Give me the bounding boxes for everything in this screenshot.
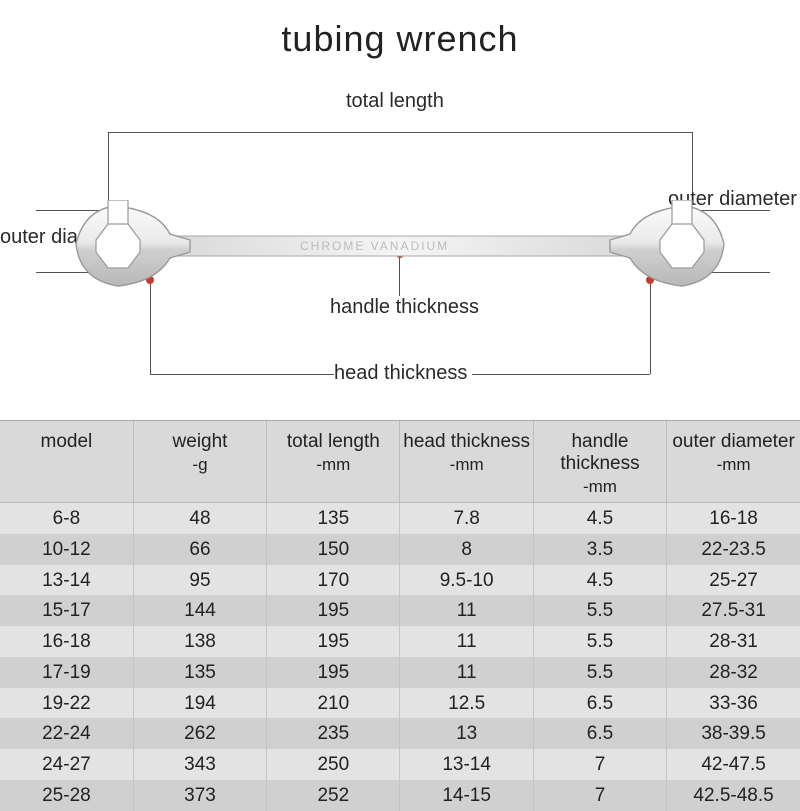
table-cell: 343 (133, 749, 266, 780)
col-header: model (0, 421, 133, 503)
table-cell: 15-17 (0, 595, 133, 626)
table-cell: 25-27 (667, 565, 800, 596)
table-cell: 150 (267, 534, 400, 565)
spec-table: modelweight-gtotal length-mmhead thickne… (0, 420, 800, 811)
table-cell: 33-36 (667, 688, 800, 719)
table-cell: 11 (400, 657, 533, 688)
table-cell: 25-28 (0, 780, 133, 811)
table-cell: 135 (133, 657, 266, 688)
table-cell: 38-39.5 (667, 718, 800, 749)
table-cell: 7.8 (400, 503, 533, 534)
guide-ht-left-v (150, 282, 151, 374)
table-cell: 12.5 (400, 688, 533, 719)
table-row: 25-2837325214-15742.5-48.5 (0, 780, 800, 811)
table-cell: 16-18 (667, 503, 800, 534)
col-header: weight-g (133, 421, 266, 503)
table-cell: 252 (267, 780, 400, 811)
wrench-illustration: CHROME VANADIUM (70, 200, 730, 290)
table-cell: 11 (400, 626, 533, 657)
dimension-diagram: total length outer diameter outer diamet… (0, 60, 800, 420)
table-cell: 4.5 (533, 503, 666, 534)
svg-text:CHROME VANADIUM: CHROME VANADIUM (300, 239, 449, 253)
table-cell: 13-14 (400, 749, 533, 780)
table-cell: 28-32 (667, 657, 800, 688)
table-cell: 95 (133, 565, 266, 596)
table-cell: 4.5 (533, 565, 666, 596)
table-cell: 6-8 (0, 503, 133, 534)
table-cell: 6.5 (533, 688, 666, 719)
table-cell: 138 (133, 626, 266, 657)
table-cell: 17-19 (0, 657, 133, 688)
table-cell: 66 (133, 534, 266, 565)
table-cell: 135 (267, 503, 400, 534)
label-total-length: total length (346, 90, 444, 113)
table-cell: 13 (400, 718, 533, 749)
guide-total-length-top (108, 132, 692, 133)
label-handle-thickness: handle thickness (330, 296, 479, 319)
table-cell: 195 (267, 626, 400, 657)
guide-ht-right-h (472, 374, 650, 375)
table-cell: 42.5-48.5 (667, 780, 800, 811)
table-row: 16-18138195115.528-31 (0, 626, 800, 657)
table-cell: 5.5 (533, 657, 666, 688)
table-cell: 9.5-10 (400, 565, 533, 596)
table-row: 6-8481357.84.516-18 (0, 503, 800, 534)
table-row: 13-14951709.5-104.525-27 (0, 565, 800, 596)
table-cell: 194 (133, 688, 266, 719)
table-cell: 7 (533, 780, 666, 811)
table-cell: 5.5 (533, 626, 666, 657)
table-cell: 8 (400, 534, 533, 565)
table-row: 10-126615083.522-23.5 (0, 534, 800, 565)
table-cell: 5.5 (533, 595, 666, 626)
table-cell: 22-24 (0, 718, 133, 749)
table-row: 15-17144195115.527.5-31 (0, 595, 800, 626)
table-cell: 10-12 (0, 534, 133, 565)
table-cell: 250 (267, 749, 400, 780)
table-cell: 7 (533, 749, 666, 780)
table-cell: 373 (133, 780, 266, 811)
table-cell: 195 (267, 595, 400, 626)
table-cell: 28-31 (667, 626, 800, 657)
table-row: 17-19135195115.528-32 (0, 657, 800, 688)
table-cell: 19-22 (0, 688, 133, 719)
table-row: 19-2219421012.56.533-36 (0, 688, 800, 719)
table-row: 22-24262235136.538-39.5 (0, 718, 800, 749)
page-title: tubing wrench (0, 0, 800, 60)
table-cell: 195 (267, 657, 400, 688)
table-row: 24-2734325013-14742-47.5 (0, 749, 800, 780)
table-cell: 6.5 (533, 718, 666, 749)
col-header: outer diameter-mm (667, 421, 800, 503)
table-cell: 14-15 (400, 780, 533, 811)
table-cell: 16-18 (0, 626, 133, 657)
table-cell: 48 (133, 503, 266, 534)
table-cell: 235 (267, 718, 400, 749)
guide-ht-left-h (150, 374, 334, 375)
table-cell: 3.5 (533, 534, 666, 565)
table-cell: 210 (267, 688, 400, 719)
col-header: handle thickness-mm (533, 421, 666, 503)
guide-ht-right-v (650, 282, 651, 374)
table-cell: 11 (400, 595, 533, 626)
table-cell: 24-27 (0, 749, 133, 780)
table-cell: 262 (133, 718, 266, 749)
table-cell: 170 (267, 565, 400, 596)
col-header: head thickness-mm (400, 421, 533, 503)
table-cell: 13-14 (0, 565, 133, 596)
table-cell: 42-47.5 (667, 749, 800, 780)
guide-total-length-left (108, 132, 109, 200)
table-cell: 22-23.5 (667, 534, 800, 565)
table-cell: 27.5-31 (667, 595, 800, 626)
col-header: total length-mm (267, 421, 400, 503)
table-cell: 144 (133, 595, 266, 626)
label-head-thickness: head thickness (334, 362, 467, 385)
